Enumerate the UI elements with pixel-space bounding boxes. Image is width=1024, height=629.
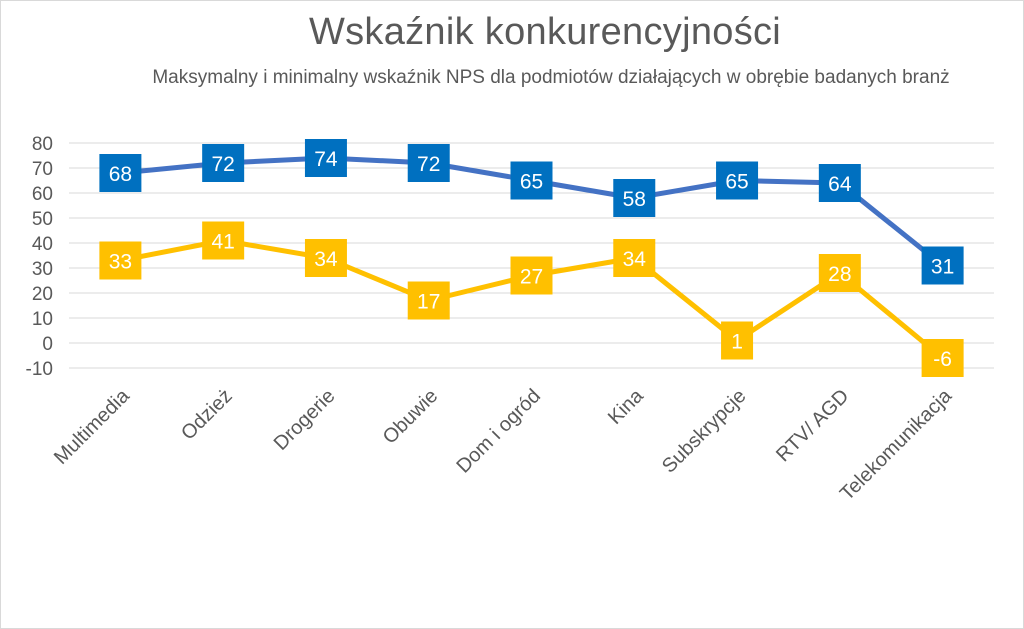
y-tick-label: 30	[32, 259, 53, 280]
data-point-marker	[716, 161, 759, 200]
data-point-marker	[304, 239, 347, 277]
y-tick-label: -10	[26, 359, 53, 380]
y-tick-label: 50	[32, 209, 53, 230]
y-axis: -10 0 10 20 30 40 50 60 70 80	[26, 134, 53, 380]
data-point-marker	[407, 281, 450, 320]
data-point-marker	[721, 321, 754, 360]
data-point-marker	[510, 256, 553, 295]
x-tick-label: Subskrypcje	[658, 385, 751, 478]
data-label: 31	[931, 256, 954, 279]
y-tick-label: 0	[42, 334, 53, 355]
data-label: 33	[109, 251, 132, 274]
data-point-marker	[304, 139, 347, 177]
chart-title: Wskaźnik konkurencyjności	[308, 11, 782, 53]
x-tick-label: Dom i ogród	[452, 385, 545, 478]
data-point-marker	[613, 239, 656, 277]
x-axis: Multimedia Odzież Drogerie Obuwie Dom i ogró…	[50, 384, 957, 505]
y-tick-label: 70	[32, 159, 53, 180]
y-tick-label: 40	[32, 234, 53, 255]
data-label: -6	[933, 348, 952, 371]
chart-subtitle: Maksymalny i minimalny wskaźnik NPS dla …	[152, 67, 950, 88]
data-point-marker	[202, 221, 245, 260]
data-labels: 68 72 74 72 65 58 65 64 31 33 41 34 17 27 34 1 28 -6	[99, 139, 964, 377]
x-tick-label: Telekomunikacja	[836, 384, 957, 505]
data-point-marker	[99, 241, 142, 280]
data-label: 34	[623, 248, 647, 271]
data-point-marker	[407, 144, 450, 182]
data-label: 58	[623, 188, 646, 211]
data-point-marker	[818, 164, 861, 202]
data-label: 65	[725, 171, 748, 194]
data-point-marker	[818, 254, 861, 292]
data-point-marker	[510, 161, 553, 200]
x-tick-label: Multimedia	[50, 384, 135, 469]
x-tick-label: RTV/ AGD	[772, 385, 853, 466]
y-tick-label: 10	[32, 309, 53, 330]
x-tick-label: Drogerie	[270, 385, 340, 455]
data-point-marker	[921, 339, 964, 377]
data-label: 68	[109, 163, 132, 186]
data-label: 74	[314, 148, 338, 171]
data-label: 27	[520, 266, 543, 289]
data-label: 72	[211, 153, 234, 176]
x-tick-label: Obuwie	[379, 385, 443, 449]
data-label: 1	[731, 331, 743, 354]
x-tick-label: Kina	[604, 384, 648, 428]
data-label: 41	[211, 231, 234, 254]
data-point-marker	[99, 154, 142, 192]
data-point-marker	[921, 246, 964, 285]
y-tick-label: 60	[32, 184, 53, 205]
y-tick-label: 80	[32, 134, 53, 155]
x-tick-label: Odzież	[177, 385, 237, 445]
y-tick-label: 20	[32, 284, 53, 305]
data-label: 65	[520, 171, 543, 194]
data-label: 17	[417, 291, 440, 314]
data-point-marker	[613, 179, 656, 217]
data-point-marker	[202, 144, 245, 182]
data-label: 72	[417, 153, 440, 176]
data-label: 28	[828, 263, 851, 286]
data-label: 64	[828, 173, 852, 196]
data-label: 34	[314, 248, 338, 271]
